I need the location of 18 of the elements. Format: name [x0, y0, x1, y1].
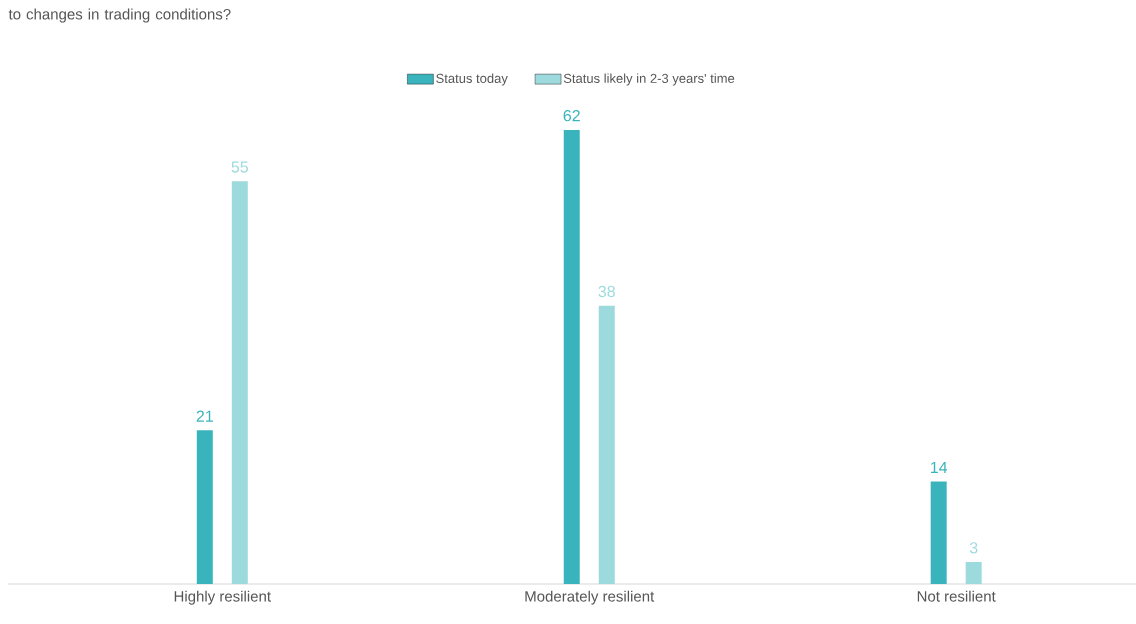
legend-label: Status likely in 2-3 years' time	[563, 73, 735, 86]
bar	[965, 562, 982, 584]
data-label: 14	[931, 461, 948, 473]
x-tick-label: Moderately resilient	[525, 590, 655, 605]
x-tick-label: Not resilient	[917, 590, 996, 602]
bar	[598, 305, 615, 584]
data-label: 62	[563, 110, 580, 122]
bar	[930, 481, 947, 584]
bar	[563, 129, 580, 584]
legend-label: Status today	[436, 73, 508, 86]
data-label: 38	[598, 285, 615, 298]
data-label: 21	[196, 410, 213, 422]
bar	[196, 430, 213, 584]
x-tick-label: Highly resilient	[174, 590, 271, 605]
data-label: 55	[231, 161, 249, 173]
data-label: 3	[969, 542, 978, 554]
chart-title: to changes in trading conditions?	[8, 8, 231, 23]
bar	[231, 181, 248, 584]
